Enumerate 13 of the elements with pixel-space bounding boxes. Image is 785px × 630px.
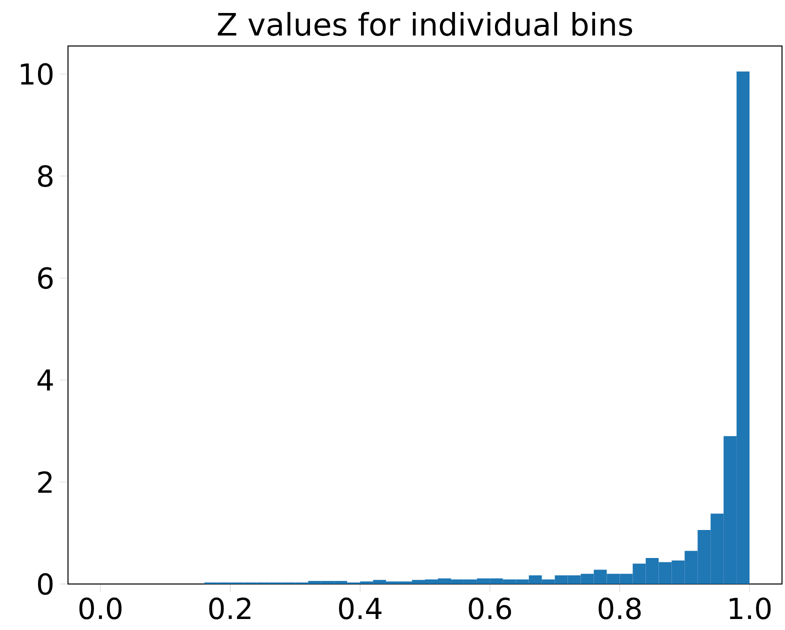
y-tick-label: 2 bbox=[38, 471, 52, 493]
x-tick-label: 0.0 bbox=[79, 598, 122, 620]
chart-title: Z values for individual bins bbox=[218, 12, 632, 36]
x-tick-label: 0.8 bbox=[598, 598, 641, 620]
x-tick-label: 0.2 bbox=[209, 598, 250, 620]
x-tick-label: 0.4 bbox=[339, 598, 382, 620]
x-tick-label: 1.0 bbox=[730, 598, 771, 620]
y-tick-label: 0 bbox=[38, 573, 53, 595]
x-tick-label: 0.6 bbox=[468, 598, 512, 620]
y-tick-label: 6 bbox=[38, 267, 53, 289]
y-tick-label: 8 bbox=[38, 165, 53, 187]
y-tick-label: 10 bbox=[20, 63, 53, 85]
y-tick-label: 4 bbox=[38, 369, 53, 391]
